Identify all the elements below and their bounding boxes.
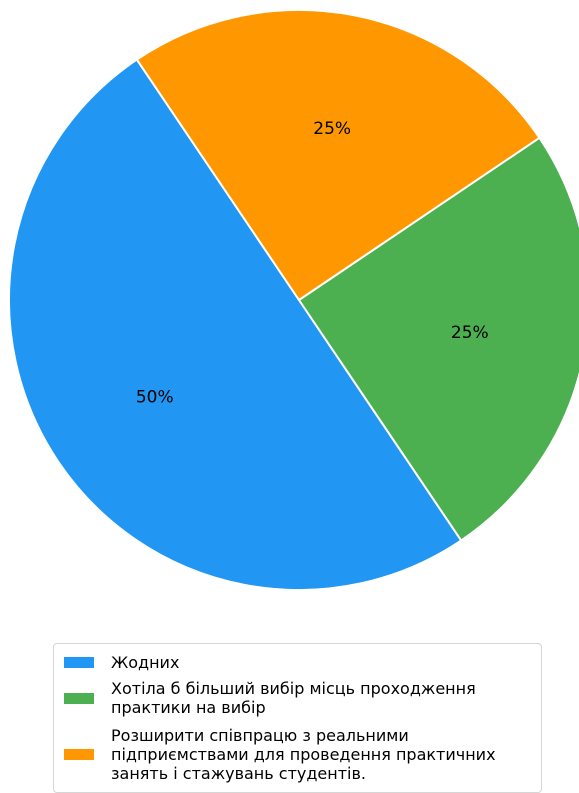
legend-swatch-orange bbox=[64, 749, 94, 760]
pie-slice-2 bbox=[135, 9, 541, 301]
legend-item-spivpratsia: Розширити співпрацю з реальними підприєм… bbox=[64, 726, 496, 783]
legend-swatch-green bbox=[64, 692, 94, 704]
pie-slices bbox=[8, 9, 579, 591]
pie-slice-1 bbox=[298, 136, 579, 542]
legend-item-bilshyi-vybir: Хотіла б більший вибір місць проходження… bbox=[64, 679, 476, 717]
pie-slice-0 bbox=[8, 58, 463, 591]
legend: Жодних Хотіла б більший вибір місць прох… bbox=[53, 643, 542, 793]
percent-labels: 50% 25% 25% bbox=[136, 119, 489, 407]
pie-chart: 50% 25% 25% bbox=[8, 9, 579, 591]
legend-swatch-blue bbox=[64, 657, 94, 668]
legend-label: Розширити співпрацю з реальними підприєм… bbox=[111, 726, 496, 783]
legend-label: Жодних bbox=[111, 653, 180, 672]
percent-label-1: 25% bbox=[451, 323, 489, 343]
percent-label-0: 50% bbox=[136, 387, 174, 407]
legend-label: Хотіла б більший вибір місць проходження… bbox=[111, 679, 476, 717]
legend-item-zhodnykh: Жодних bbox=[64, 653, 179, 672]
percent-label-2: 25% bbox=[313, 119, 351, 139]
